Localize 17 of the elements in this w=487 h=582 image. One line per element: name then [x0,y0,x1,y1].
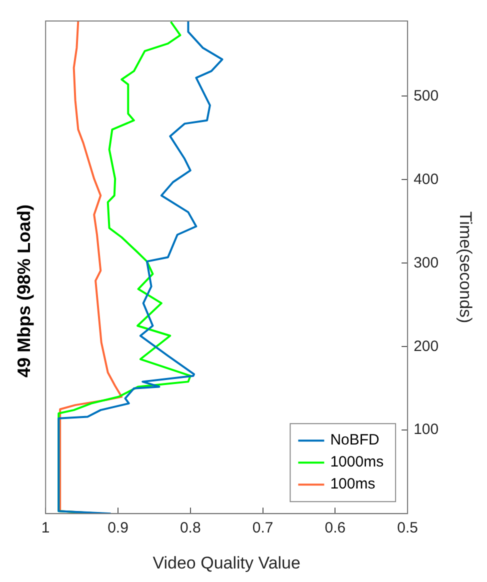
x-tick-label: 0.6 [324,520,346,537]
y-tick-label: 100 [414,421,439,438]
y-tick-label: 400 [414,170,439,188]
y-tick-label: 300 [414,254,439,272]
x-tick-label: 0.7 [252,520,274,537]
legend-label: NoBFD [330,432,380,449]
legend-label: 1000ms [330,454,384,471]
x-tick-label: 1 [41,520,50,537]
legend-label: 100ms [330,476,376,493]
y-tick-label: 500 [414,87,439,104]
y-axis-title: Time(seconds) [456,211,476,324]
y-tick-label: 200 [414,338,439,355]
text: 49 Mbps (98% Load) [14,204,34,378]
x-tick-label: 0.5 [397,520,418,537]
x-axis-title: Video Quality Value [152,553,300,572]
x-tick-label: 0.9 [108,520,128,537]
x-tick-label: 0.8 [180,520,201,537]
